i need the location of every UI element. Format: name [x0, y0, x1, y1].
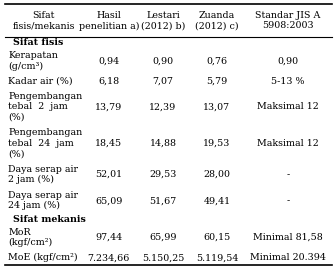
Text: Sifat fisis: Sifat fisis	[13, 38, 64, 47]
Text: 5,79: 5,79	[206, 77, 227, 86]
Text: 97,44: 97,44	[96, 233, 123, 242]
Text: Lestari
(2012) b): Lestari (2012) b)	[141, 11, 185, 30]
Text: 65,99: 65,99	[149, 233, 177, 242]
Text: Minimal 81,58: Minimal 81,58	[253, 233, 323, 242]
Text: 60,15: 60,15	[203, 233, 230, 242]
Text: 0,90: 0,90	[152, 56, 173, 66]
Text: Zuanda
(2012) c): Zuanda (2012) c)	[195, 11, 239, 30]
Text: 0,76: 0,76	[206, 56, 227, 66]
Text: 49,41: 49,41	[203, 196, 230, 205]
Text: 0,94: 0,94	[99, 56, 120, 66]
Text: -: -	[287, 170, 290, 179]
Text: Sifat
fisis/mekanis: Sifat fisis/mekanis	[12, 11, 75, 30]
Text: 13,79: 13,79	[95, 102, 123, 111]
Text: 12,39: 12,39	[149, 102, 177, 111]
Text: 6,18: 6,18	[99, 77, 120, 86]
Text: 7.234,66: 7.234,66	[88, 253, 130, 262]
Text: Pengembangan
tebal  24  jam
(%): Pengembangan tebal 24 jam (%)	[8, 128, 82, 158]
Text: MoE (kgf/cm²): MoE (kgf/cm²)	[8, 253, 78, 262]
Text: 13,07: 13,07	[203, 102, 230, 111]
Text: 0,90: 0,90	[278, 56, 299, 66]
Text: Hasil
penelitian a): Hasil penelitian a)	[79, 11, 139, 31]
Text: MoR
(kgf/cm²): MoR (kgf/cm²)	[8, 228, 52, 247]
Text: Daya serap air
2 jam (%): Daya serap air 2 jam (%)	[8, 165, 78, 184]
Text: 52,01: 52,01	[96, 170, 123, 179]
Text: Minimal 20.394: Minimal 20.394	[250, 253, 326, 262]
Text: 28,00: 28,00	[203, 170, 230, 179]
Text: 51,67: 51,67	[149, 196, 177, 205]
Text: 5.119,54: 5.119,54	[196, 253, 238, 262]
Text: 18,45: 18,45	[96, 139, 123, 148]
Text: Maksimal 12: Maksimal 12	[257, 139, 319, 148]
Text: Kadar air (%): Kadar air (%)	[8, 77, 73, 86]
Text: 5-13 %: 5-13 %	[272, 77, 305, 86]
Text: 65,09: 65,09	[95, 196, 123, 205]
Text: 5.150,25: 5.150,25	[142, 253, 184, 262]
Text: Standar JIS A
5908:2003: Standar JIS A 5908:2003	[256, 11, 321, 30]
Text: Pengembangan
tebal  2  jam
(%): Pengembangan tebal 2 jam (%)	[8, 92, 82, 122]
Text: -: -	[287, 196, 290, 205]
Text: Maksimal 12: Maksimal 12	[257, 102, 319, 111]
Text: Daya serap air
24 jam (%): Daya serap air 24 jam (%)	[8, 191, 78, 210]
Text: 29,53: 29,53	[149, 170, 177, 179]
Text: Kerapatan
(g/cm³): Kerapatan (g/cm³)	[8, 51, 58, 71]
Text: 19,53: 19,53	[203, 139, 231, 148]
Text: 7,07: 7,07	[152, 77, 173, 86]
Text: Sifat mekanis: Sifat mekanis	[13, 214, 86, 224]
Text: 14,88: 14,88	[149, 139, 176, 148]
